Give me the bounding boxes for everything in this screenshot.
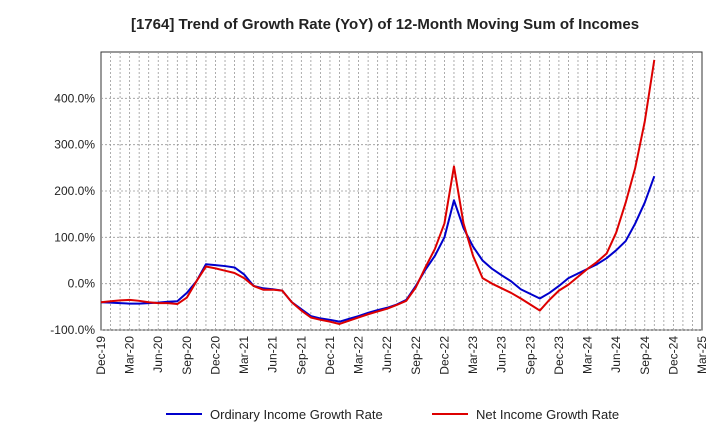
y-tick-label: 0.0% [68,277,96,291]
x-tick-label: Jun-23 [495,336,509,373]
x-tick-label: Dec-19 [94,336,108,375]
x-tick-label: Dec-21 [323,336,337,375]
legend: Ordinary Income Growth Rate Net Income Gr… [166,407,619,422]
x-tick-label: Mar-23 [466,336,480,374]
x-tick-label: Dec-24 [666,336,680,375]
series-lines [100,59,656,325]
legend-label-2: Net Income Growth Rate [476,407,619,422]
y-tick-label: 100.0% [54,230,95,244]
y-axis-ticks: -100.0% 0.0% 100.0% 200.0% 300.0% 400.0% [50,91,95,337]
x-tick-label: Sep-24 [638,336,652,375]
x-tick-label: Mar-25 [695,336,709,374]
legend-label-1: Ordinary Income Growth Rate [210,407,383,422]
y-tick-label: 300.0% [54,138,95,152]
x-tick-label: Sep-22 [409,336,423,375]
x-tick-label: Jun-21 [266,336,280,373]
y-tick-label: 400.0% [54,91,95,105]
x-tick-label: Mar-24 [581,336,595,374]
x-tick-label: Jun-22 [380,336,394,373]
x-tick-label: Sep-21 [294,336,308,375]
x-tick-label: Sep-20 [180,336,194,375]
x-tick-label: Dec-22 [437,336,451,375]
y-tick-label: 200.0% [54,184,95,198]
x-tick-label: Jun-24 [609,336,623,373]
x-axis-ticks: Dec-19 Mar-20 Jun-20 Sep-20 Dec-20 Mar-21 Jun-… [94,336,709,375]
chart-title: [1764] Trend of Growth Rate (YoY) of 12-… [131,16,639,33]
series-line-2 [100,59,656,325]
x-tick-label: Dec-23 [552,336,566,375]
x-tick-label: Sep-23 [523,336,537,375]
x-tick-label: Dec-20 [208,336,222,375]
x-tick-label: Mar-22 [352,336,366,374]
x-tick-label: Mar-21 [237,336,251,374]
gridlines [101,52,702,331]
x-tick-label: Mar-20 [123,336,137,374]
y-tick-label: -100.0% [50,323,95,337]
x-tick-label: Jun-20 [151,336,165,373]
